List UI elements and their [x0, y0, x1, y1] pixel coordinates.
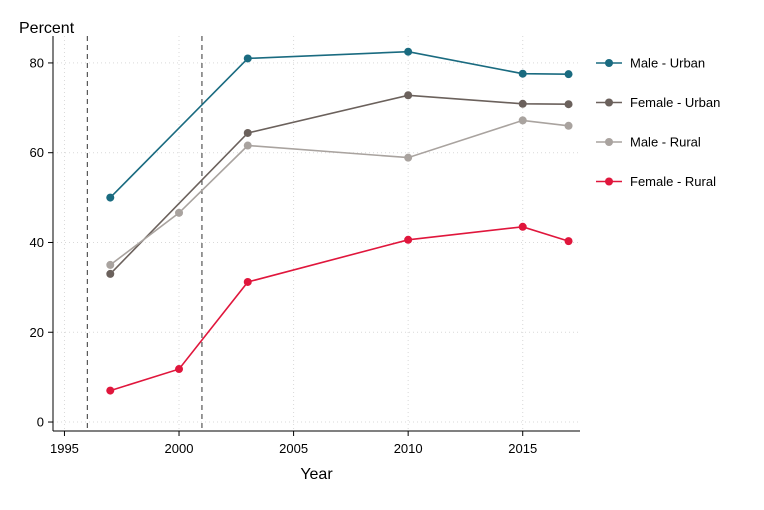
- data-point: [564, 121, 573, 130]
- data-point: [518, 222, 527, 231]
- y-tick-label: 40: [30, 235, 44, 250]
- legend-label: Female - Urban: [630, 95, 720, 110]
- series-line: [110, 225, 569, 392]
- data-point: [106, 386, 115, 395]
- data-point: [518, 69, 527, 78]
- gridlines: [53, 36, 580, 431]
- data-point: [175, 365, 184, 374]
- legend-label: Male - Rural: [630, 135, 701, 150]
- x-tick-label: 2010: [394, 441, 423, 456]
- reference-lines: [86, 36, 203, 431]
- x-tick-label: 2005: [279, 441, 308, 456]
- y-tick-label: 80: [30, 55, 44, 70]
- legend-item: Female - Rural: [596, 174, 716, 189]
- legend-marker: [605, 98, 613, 107]
- legend-label: Female - Rural: [630, 174, 716, 189]
- data-point: [518, 99, 527, 108]
- legend-marker: [605, 59, 613, 67]
- x-axis-ticks: 1995 2000 2005 2010 2015: [50, 431, 537, 456]
- y-tick-label: 20: [30, 325, 44, 340]
- data-point: [564, 70, 573, 79]
- data-point: [243, 128, 252, 137]
- data-point: [404, 235, 413, 244]
- axes: [52, 36, 580, 432]
- legend-item: Female - Urban: [596, 95, 720, 110]
- data-point: [243, 141, 252, 150]
- x-tick-label: 1995: [50, 441, 79, 456]
- data-point: [243, 277, 252, 286]
- legend: Male - Urban Female - Urban Male - Rural Fe…: [596, 56, 720, 189]
- data-point: [564, 100, 573, 109]
- series-female-rural: [106, 222, 573, 395]
- x-axis-title: Year: [300, 466, 333, 483]
- data-point: [404, 91, 413, 100]
- series-line: [109, 119, 569, 266]
- series-lines: [106, 47, 573, 395]
- data-point: [243, 54, 252, 63]
- data-point: [404, 153, 413, 162]
- legend-item: Male - Urban: [596, 56, 705, 71]
- y-axis-ticks: 0 20 40 60 80: [30, 55, 53, 430]
- data-point: [518, 116, 527, 125]
- series-male-urban: [106, 47, 573, 202]
- y-tick-label: 60: [30, 145, 44, 160]
- data-point: [106, 260, 115, 269]
- data-point: [404, 47, 413, 56]
- series-male-rural: [106, 116, 573, 269]
- data-point: [175, 208, 184, 217]
- x-tick-label: 2000: [165, 441, 194, 456]
- series-female-urban: [106, 91, 573, 278]
- legend-item: Male - Rural: [596, 135, 701, 150]
- legend-marker: [605, 177, 613, 186]
- data-point: [564, 237, 573, 246]
- data-point: [106, 193, 115, 202]
- legend-label: Male - Urban: [630, 56, 705, 71]
- x-tick-label: 2015: [508, 441, 537, 456]
- y-axis-title: Percent: [19, 20, 75, 37]
- legend-marker: [605, 138, 613, 146]
- data-point: [106, 269, 115, 278]
- y-tick-label: 0: [37, 415, 44, 430]
